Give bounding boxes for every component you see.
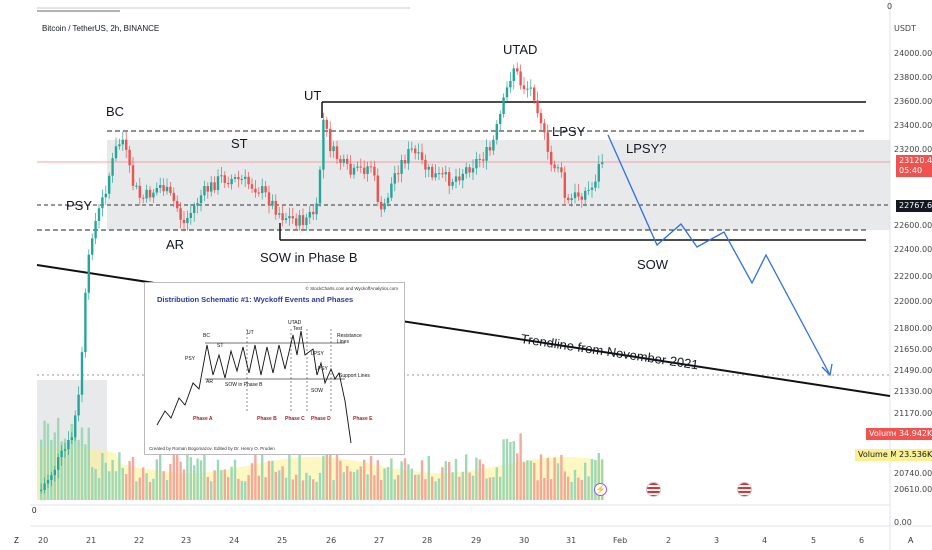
label-lpsy-question: LPSY? [626,141,667,156]
lightning-icon[interactable]: ⚡ [594,483,607,496]
y-tick: 23800.00 [894,73,932,82]
label-st: ST [231,136,248,151]
inset-label-lpsy-1: LPSY [311,351,324,357]
y-tick: 22400.00 [894,245,932,254]
volume-bars [37,417,605,500]
projection-path [607,134,831,376]
x-tick: 20 [38,536,49,545]
volume-ma-value: 23.536K [896,449,932,461]
inset-phase-c: Phase C [285,416,305,422]
inset-phase-a: Phase A [193,416,213,422]
x-tick: 28 [422,536,433,545]
inset-copyright: © StockCharts.com and WyckoffAnalytics.c… [305,286,398,291]
inset-label-support: Support Lines [339,373,370,379]
candlesticks [40,62,604,494]
label-utad: UTAD [503,42,538,57]
auto-scale-button[interactable]: A [908,536,914,545]
y-tick: 21330.00 [894,387,932,396]
x-tick: 26 [326,536,337,545]
inset-phase-d: Phase D [311,416,331,422]
inset-label-lpsy-2: LPSY [315,366,328,372]
inset-label-ut: UT [247,330,254,336]
bar-countdown: 05:40 [899,166,923,175]
y-tick: 22600.00 [894,221,932,230]
x-tick: 22 [134,536,145,545]
label-ut: UT [304,88,322,103]
inset-label-ar: AR [206,379,213,385]
inset-title: Distribution Schematic #1: Wyckoff Event… [157,295,354,304]
x-tick: 3 [714,536,720,545]
y-tick: 22000.00 [894,297,932,306]
volume-label: Volume [866,428,902,440]
x-tick: 27 [374,536,385,545]
x-tick: 25 [277,536,288,545]
x-tick: 4 [762,536,768,545]
currency-label: USDT [894,24,916,33]
inset-credit: Created by Roman Bogomazov. Edited by Dr… [149,446,275,451]
y-tick: 23200.00 [894,145,932,154]
label-ar: AR [166,237,185,252]
current-price: 23120.44 [899,156,932,165]
us-flag-event-icon[interactable] [737,482,752,497]
y-tick: 23600.00 [894,97,932,106]
y-tick: 20610.00 [894,485,932,494]
label-sow-phase-b: SOW in Phase B [260,250,358,265]
x-tick: 29 [471,536,482,545]
indicator-right-zero: 0.00 [894,518,912,527]
inset-label-utad: UTAD [288,320,302,326]
y-tick: 23400.00 [894,121,932,130]
label-bc: BC [106,104,125,119]
x-tick: Feb [613,536,628,545]
label-lpsy: LPSY [552,124,586,139]
x-tick: 23 [181,536,192,545]
inset-label-bc: BC [203,333,210,339]
x-tick: 21 [86,536,97,545]
inset-phase-e: Phase E [353,416,373,422]
x-tick: 24 [229,536,240,545]
trading-range-box [107,140,890,230]
x-tick: 31 [566,536,577,545]
y-tick: 21800.00 [894,324,932,333]
inset-label-test: Test [293,326,303,332]
us-flag-event-icon[interactable] [646,482,661,497]
symbol-title: Bitcoin / TetherUS, 2h, BINANCE [42,24,160,33]
x-tick: 6 [859,536,865,545]
inset-phase-b: Phase B [257,416,277,422]
inset-label-psy: PSY [185,356,196,362]
timezone-button[interactable]: Z [14,536,19,545]
y-tick: 20740.00 [894,469,932,478]
top-zero-label: 0 [887,2,893,11]
volume-value: 34.942K [896,428,932,440]
y-tick: 21650.00 [894,345,932,354]
x-tick: 5 [811,536,817,545]
inset-label-st: ST [217,343,224,349]
y-tick: 21490.00 [894,366,932,375]
inset-label-resistance: Resistance Lines [337,333,362,345]
wyckoff-schematic-inset: © StockCharts.com and WyckoffAnalytics.c… [144,282,405,455]
volume-ma-label: Volume MA [855,449,906,461]
x-tick: 2 [666,536,672,545]
level-price-box: 22767.61 [896,200,932,212]
y-tick: 24000.00 [894,49,932,58]
inset-label-sow-phase-b: SOW in Phase B [225,382,263,388]
y-tick: 21170.00 [894,409,932,418]
label-psy: PSY [66,198,93,213]
current-price-box: 23120.44 05:40 [896,155,932,177]
label-sow: SOW [637,257,669,272]
indicator-left-zero: 0 [32,506,37,515]
schematic-diagram [156,329,352,444]
inset-label-sow: SOW [311,388,323,394]
x-tick: 30 [519,536,530,545]
y-tick: 22200.00 [894,272,932,281]
